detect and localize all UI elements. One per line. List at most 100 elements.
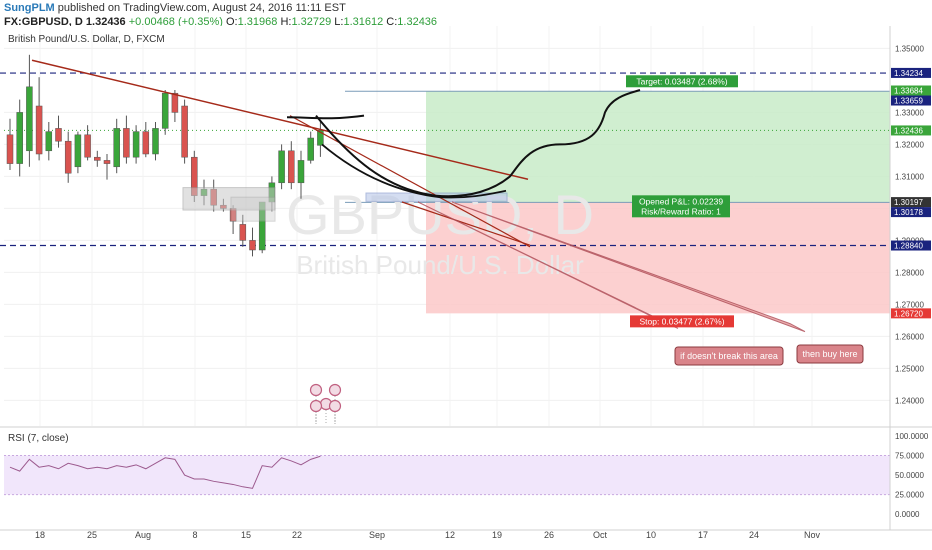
- projection-dip[interactable]: [321, 143, 507, 199]
- time-tick-label: Oct: [593, 530, 608, 540]
- rsi-tick-label: 0.0000: [895, 510, 920, 519]
- candle-up[interactable]: [16, 112, 23, 164]
- price-tag-label: 1.30178: [894, 208, 923, 217]
- time-tick-label: 8: [192, 530, 197, 540]
- trendline-main[interactable]: [31, 59, 529, 181]
- chart-header: SungPLM published on TradingView.com, Au…: [0, 0, 932, 30]
- time-tick-label: 12: [445, 530, 455, 540]
- rsi-line[interactable]: [9, 455, 321, 489]
- price-tag: [891, 308, 931, 319]
- candle-up[interactable]: [74, 134, 82, 168]
- candle-down[interactable]: [6, 134, 14, 164]
- high-label: H:: [280, 16, 292, 28]
- callout-note-1: if doesn't break this area: [680, 351, 778, 361]
- last-price: 1.32436: [85, 16, 126, 28]
- price-tag: [891, 125, 931, 136]
- target-zone: [426, 91, 890, 203]
- watermark-name: British Pound/U.S. Dollar: [296, 250, 584, 280]
- economic-event-icon[interactable]: [309, 383, 323, 397]
- symbol-label: FX:GBPUSD, D: [4, 16, 83, 28]
- time-tick-label: 17: [698, 530, 708, 540]
- price-tick-label: 1.24000: [895, 396, 924, 405]
- author-name[interactable]: SungPLM: [4, 2, 55, 14]
- price-tag-label: 1.26720: [894, 309, 923, 318]
- chart-title: British Pound/U.S. Dollar, D, FXCM: [8, 34, 165, 45]
- open-label: O:: [225, 16, 238, 28]
- price-tick-label: 1.31000: [895, 172, 924, 181]
- candle-up[interactable]: [45, 131, 53, 152]
- economic-event-icon[interactable]: [309, 399, 323, 413]
- published-info: published on TradingView.com, August 24,…: [57, 2, 346, 14]
- price-tag-label: 1.32436: [894, 126, 923, 135]
- candle-down[interactable]: [55, 128, 62, 142]
- candle-down[interactable]: [35, 105, 43, 155]
- trendline-drop[interactable]: [289, 115, 531, 248]
- candle-up[interactable]: [152, 128, 159, 155]
- candle-down[interactable]: [181, 105, 188, 158]
- open-value: 1.31968: [237, 16, 278, 28]
- range-box[interactable]: [230, 196, 276, 222]
- candle-up[interactable]: [297, 160, 305, 184]
- close-label: C:: [386, 16, 398, 28]
- pl-label-box: [632, 195, 730, 218]
- price-tick-label: 1.28000: [895, 268, 924, 277]
- pl-label: Opened P&L: 0.02239: [639, 196, 723, 206]
- callout-note-1-box[interactable]: [674, 346, 784, 366]
- symbol-quote-line: FX:GBPUSD, D 1.32436 +0.00468 (+0.35%) O…: [4, 16, 437, 28]
- candle-down[interactable]: [249, 240, 256, 251]
- price-tag-label: 1.33684: [894, 87, 923, 96]
- time-tick-label: Sep: [369, 530, 385, 540]
- time-tick-label: 26: [544, 530, 554, 540]
- price-tick-label: 1.33000: [895, 108, 924, 117]
- economic-event-icon[interactable]: [328, 383, 342, 397]
- price-tag: [891, 240, 931, 251]
- trendline-lower[interactable]: [401, 201, 531, 246]
- range-box[interactable]: [182, 187, 276, 211]
- chart-canvas[interactable]: GBPUSD, D British Pound/U.S. Dollar if d…: [0, 26, 932, 550]
- candle-up[interactable]: [161, 92, 169, 129]
- rsi-band: [4, 455, 890, 495]
- price-tag: [891, 207, 931, 218]
- candle-down[interactable]: [288, 150, 295, 184]
- candle-up[interactable]: [26, 86, 33, 152]
- stop-label-box: [630, 315, 734, 328]
- projection-path[interactable]: [315, 89, 641, 198]
- callout-note-2-box[interactable]: [796, 344, 864, 364]
- candle-down[interactable]: [84, 134, 91, 158]
- low-value: 1.31612: [343, 16, 384, 28]
- rsi-tick-label: 100.0000: [895, 432, 929, 441]
- candle-up[interactable]: [307, 137, 314, 161]
- time-tick-label: 19: [492, 530, 502, 540]
- candle-up[interactable]: [132, 131, 140, 158]
- price-tag-label: 1.28840: [894, 242, 923, 251]
- candle-up[interactable]: [113, 128, 120, 168]
- price-tick-label: 1.35000: [895, 44, 924, 53]
- low-label: L:: [334, 16, 344, 28]
- price-tick-label: 1.25000: [895, 364, 924, 373]
- candle-down[interactable]: [142, 131, 150, 155]
- projection-stroke[interactable]: [286, 114, 365, 120]
- target-label-box: [626, 75, 738, 88]
- price-tick-label: 1.26000: [895, 332, 924, 341]
- candle-up[interactable]: [317, 130, 324, 146]
- risk-reward-label: Risk/Reward Ratio: 1: [641, 206, 721, 216]
- candle-down[interactable]: [94, 156, 101, 161]
- candle-down[interactable]: [239, 224, 247, 241]
- target-label: Target: 0.03487 (2.68%): [636, 76, 727, 86]
- candle-down[interactable]: [64, 140, 72, 174]
- time-tick-label: 10: [646, 530, 656, 540]
- callout-note-2: then buy here: [802, 349, 857, 359]
- price-tag-label: 1.34234: [894, 69, 923, 78]
- candle-down[interactable]: [123, 128, 130, 158]
- price-tick-label: 1.32000: [895, 140, 924, 149]
- publication-line: SungPLM published on TradingView.com, Au…: [4, 2, 346, 14]
- price-tag-label: 1.33659: [894, 97, 923, 106]
- economic-event-icon[interactable]: [328, 399, 342, 413]
- rsi-tick-label: 50.0000: [895, 471, 924, 480]
- candle-up[interactable]: [278, 150, 285, 184]
- time-tick-label: 22: [292, 530, 302, 540]
- candle-down[interactable]: [103, 160, 111, 164]
- candle-down[interactable]: [171, 92, 179, 113]
- time-tick-label: 24: [749, 530, 759, 540]
